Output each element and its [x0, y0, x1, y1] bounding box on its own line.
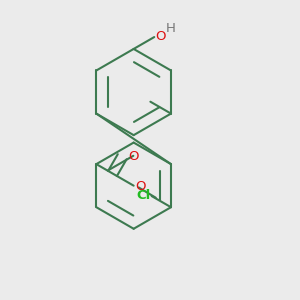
- Text: O: O: [128, 150, 139, 164]
- Text: O: O: [155, 30, 166, 43]
- Text: H: H: [166, 22, 176, 35]
- Text: Cl: Cl: [136, 189, 150, 202]
- Text: O: O: [135, 180, 146, 193]
